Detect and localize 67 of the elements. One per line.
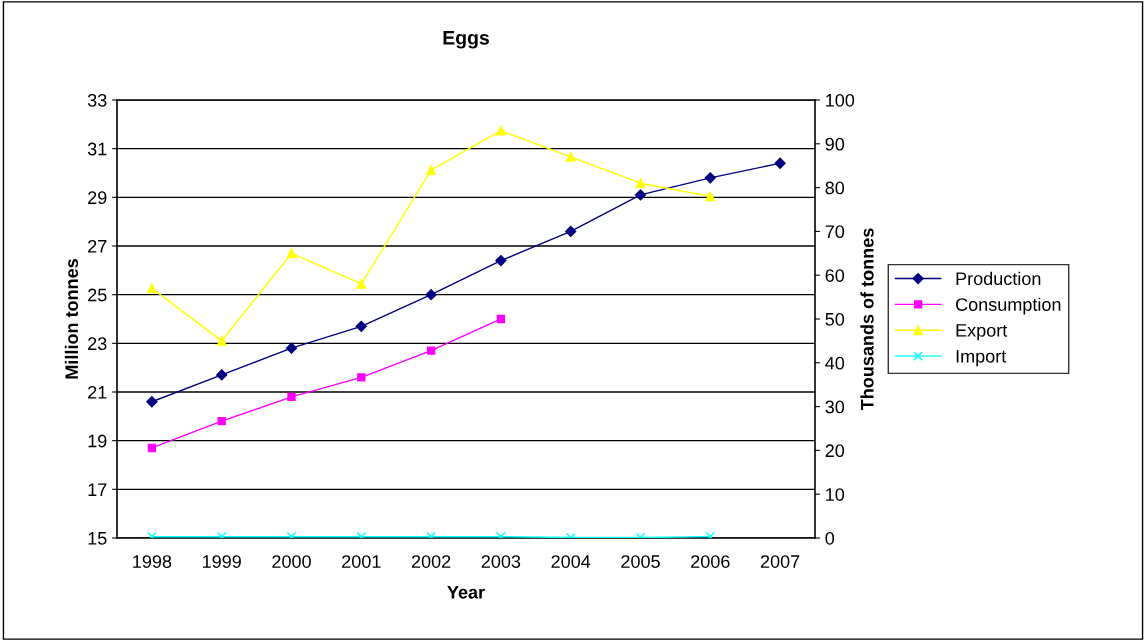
point [146, 396, 158, 408]
y2-tick-label: 70 [825, 225, 845, 239]
point [426, 531, 436, 538]
legend-label: Production [956, 271, 1041, 286]
y2-tick-label: 90 [825, 137, 845, 151]
point [565, 225, 577, 238]
point [774, 157, 786, 169]
y-tick-label: 17 [88, 483, 107, 496]
point [356, 279, 367, 289]
y2-tick-label: 20 [825, 444, 845, 458]
x-tick-label: 2002 [411, 555, 451, 568]
x-tick-label: 2004 [551, 555, 591, 568]
point [285, 342, 298, 354]
x-tick-label: 1999 [203, 555, 241, 568]
point [217, 417, 226, 426]
point [287, 392, 296, 402]
point [355, 320, 367, 332]
point [216, 336, 227, 346]
legend-label: Consumption [956, 297, 1061, 315]
x-tick-label: 2000 [272, 555, 311, 568]
point [496, 531, 506, 538]
x-tick-label: 2006 [691, 555, 730, 568]
y-tick-label: 15 [88, 532, 107, 545]
y-tick-label: 21 [88, 385, 107, 399]
legend-label: Export [956, 324, 1008, 341]
point [147, 283, 157, 294]
y2-tick-label: 80 [825, 181, 845, 195]
y-tick-label: 31 [87, 142, 107, 156]
point [495, 254, 507, 267]
y2-tick-label: 100 [826, 93, 855, 107]
y-tick-label: 25 [88, 288, 107, 302]
x-tick-label: 2001 [342, 555, 381, 568]
x-tick-label: 2007 [760, 555, 800, 568]
point [426, 165, 436, 175]
y-tick-label: 29 [88, 191, 107, 205]
y2-tick-label: 30 [825, 400, 845, 414]
point [496, 314, 506, 324]
point [704, 172, 716, 184]
point [216, 369, 228, 381]
point [147, 443, 157, 453]
point [426, 346, 436, 355]
point [565, 152, 576, 162]
x-tick-label: 2003 [481, 555, 521, 568]
point [705, 191, 716, 202]
point [357, 373, 366, 382]
x-tick-label: 1998 [133, 555, 172, 568]
y2-tick-label: 40 [825, 356, 845, 370]
y-tick-label: 33 [87, 93, 107, 107]
y2-tick-label: 0 [825, 531, 835, 545]
y2-tick-label: 60 [825, 269, 845, 282]
y-axis-title: Million tonnes [64, 259, 79, 379]
point [496, 125, 506, 136]
y-tick-label: 19 [88, 434, 107, 448]
point [147, 531, 157, 538]
chart-title: Eggs [443, 31, 489, 49]
point [635, 178, 646, 189]
y2-tick-label: 10 [826, 488, 845, 501]
point [286, 248, 297, 259]
y-tick-label: 23 [88, 337, 107, 351]
y2-tick-label: 50 [825, 312, 845, 326]
y-tick-label: 27 [88, 239, 107, 253]
point [634, 189, 647, 201]
x-tick-label: 2005 [621, 555, 660, 568]
x-axis-title: Year [447, 586, 485, 599]
y2-axis-title: Thousands of tonnes [860, 228, 874, 411]
legend-label: Import [956, 350, 1007, 367]
point [425, 289, 437, 301]
